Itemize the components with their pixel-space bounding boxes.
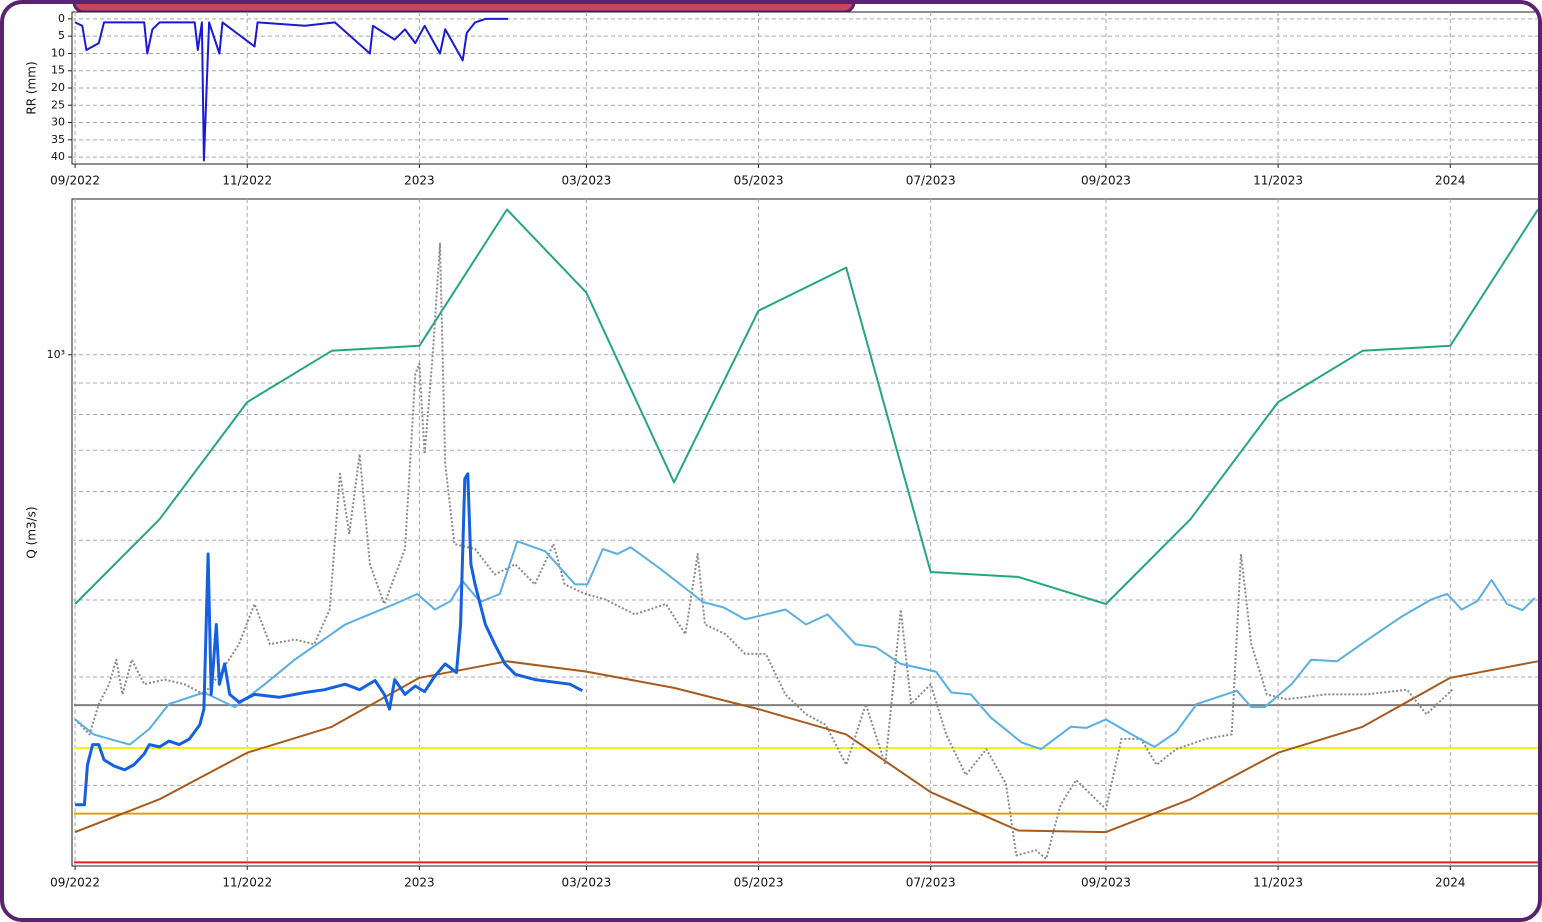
- series-line: [74, 242, 1453, 860]
- y-tick-label: 10: [51, 46, 65, 59]
- y-tick-label: 40: [51, 150, 65, 163]
- x-tick-label: 05/2023: [734, 174, 784, 188]
- x-tick-label: 07/2023: [906, 876, 956, 890]
- x-tick-label: 03/2023: [561, 876, 611, 890]
- series-line: [75, 472, 583, 807]
- y-tick-label: 5: [58, 29, 65, 42]
- x-tick-label: 07/2023: [906, 174, 956, 188]
- y-tick-label: 15: [51, 64, 65, 77]
- y-tick-label: 20: [51, 81, 65, 94]
- top-tab[interactable]: [72, 4, 856, 14]
- y-tick-label: 25: [51, 98, 65, 111]
- x-tick-label: 03/2023: [561, 174, 611, 188]
- series-line: [74, 540, 1536, 751]
- x-tick-label: 11/2023: [1253, 174, 1303, 188]
- y-tick-label: 0: [58, 12, 65, 25]
- series-line: [74, 17, 509, 162]
- x-tick-label: 11/2023: [1253, 876, 1303, 890]
- x-tick-label: 2024: [1435, 174, 1466, 188]
- chart: 0 5 10 15 20 25 30 35 40 09/2022 11/2022 2023 03/202…: [25, 4, 1538, 890]
- y-axis-label: RR (mm): [25, 61, 39, 114]
- x-tick-label: 09/2023: [1081, 876, 1131, 890]
- x-tick-label: 05/2023: [734, 876, 784, 890]
- x-tick-label: 09/2022: [50, 876, 100, 890]
- series-line: [74, 208, 1538, 605]
- x-tick-label: 2024: [1435, 876, 1466, 890]
- x-tick-label: 11/2022: [222, 174, 272, 188]
- x-tick-label: 09/2022: [50, 174, 100, 188]
- x-tick-label: 2023: [404, 174, 435, 188]
- series-line: [74, 660, 1538, 834]
- x-tick-label: 2023: [404, 876, 435, 890]
- y-tick-label: 10³: [47, 348, 65, 361]
- y-tick-label: 30: [51, 116, 65, 129]
- plot-area: [71, 198, 1538, 867]
- y-tick-label: 35: [51, 133, 65, 146]
- y-axis-label: Q (m3/s): [25, 506, 39, 558]
- x-tick-label: 11/2022: [222, 876, 272, 890]
- x-tick-label: 09/2023: [1081, 174, 1131, 188]
